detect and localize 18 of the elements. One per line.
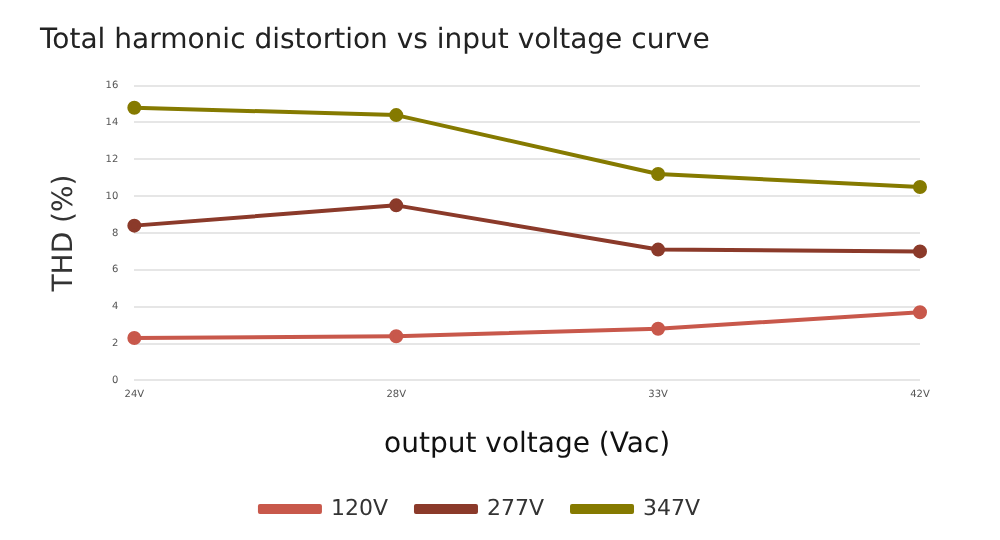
point: [651, 321, 666, 336]
point: [651, 167, 666, 182]
point: [913, 244, 927, 259]
point: [651, 242, 666, 257]
chart-title: Total harmonic distortion vs input voltage curve: [38, 24, 710, 57]
point: [127, 331, 142, 346]
legend-label: 347V: [643, 494, 702, 521]
point: [913, 179, 927, 194]
point: [389, 198, 404, 213]
point: [127, 218, 142, 233]
point: [389, 329, 404, 344]
y-axis-title: THD (%): [48, 174, 81, 294]
point: [389, 108, 404, 123]
point: [127, 100, 142, 115]
point: [913, 305, 927, 320]
legend-label: 120V: [330, 494, 389, 521]
x-axis-title: output voltage (Vac): [384, 428, 671, 461]
legend-label: 277V: [486, 494, 545, 521]
